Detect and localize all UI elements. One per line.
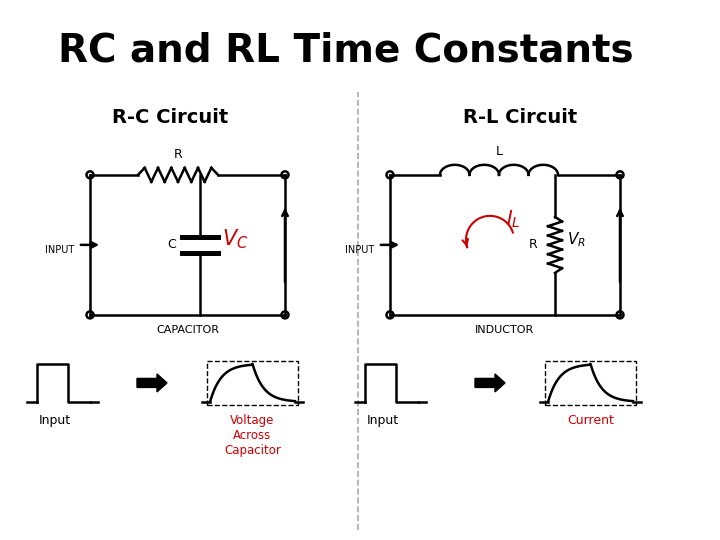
Text: $I_L$: $I_L$ — [506, 208, 521, 230]
Text: CAPACITOR: CAPACITOR — [156, 325, 219, 335]
Text: Input: Input — [367, 414, 399, 427]
Text: $V_C$: $V_C$ — [222, 227, 248, 251]
Text: R: R — [528, 238, 537, 251]
Text: RC and RL Time Constants: RC and RL Time Constants — [58, 31, 633, 70]
Text: R-L Circuit: R-L Circuit — [463, 108, 577, 127]
Bar — [207, 361, 298, 405]
Text: Voltage
Across
Capacitor: Voltage Across Capacitor — [224, 414, 281, 457]
Text: C: C — [168, 238, 176, 251]
Text: INDUCTOR: INDUCTOR — [475, 325, 535, 335]
FancyArrow shape — [137, 374, 167, 392]
FancyArrow shape — [475, 374, 505, 392]
Text: $V_R$: $V_R$ — [567, 231, 586, 249]
Text: INPUT: INPUT — [346, 245, 374, 255]
Text: INPUT: INPUT — [45, 245, 75, 255]
Text: L: L — [495, 145, 503, 158]
Text: Input: Input — [39, 414, 71, 427]
Text: Current: Current — [567, 414, 614, 427]
Bar — [545, 361, 636, 405]
Text: R: R — [174, 148, 182, 161]
Text: R-C Circuit: R-C Circuit — [112, 108, 228, 127]
